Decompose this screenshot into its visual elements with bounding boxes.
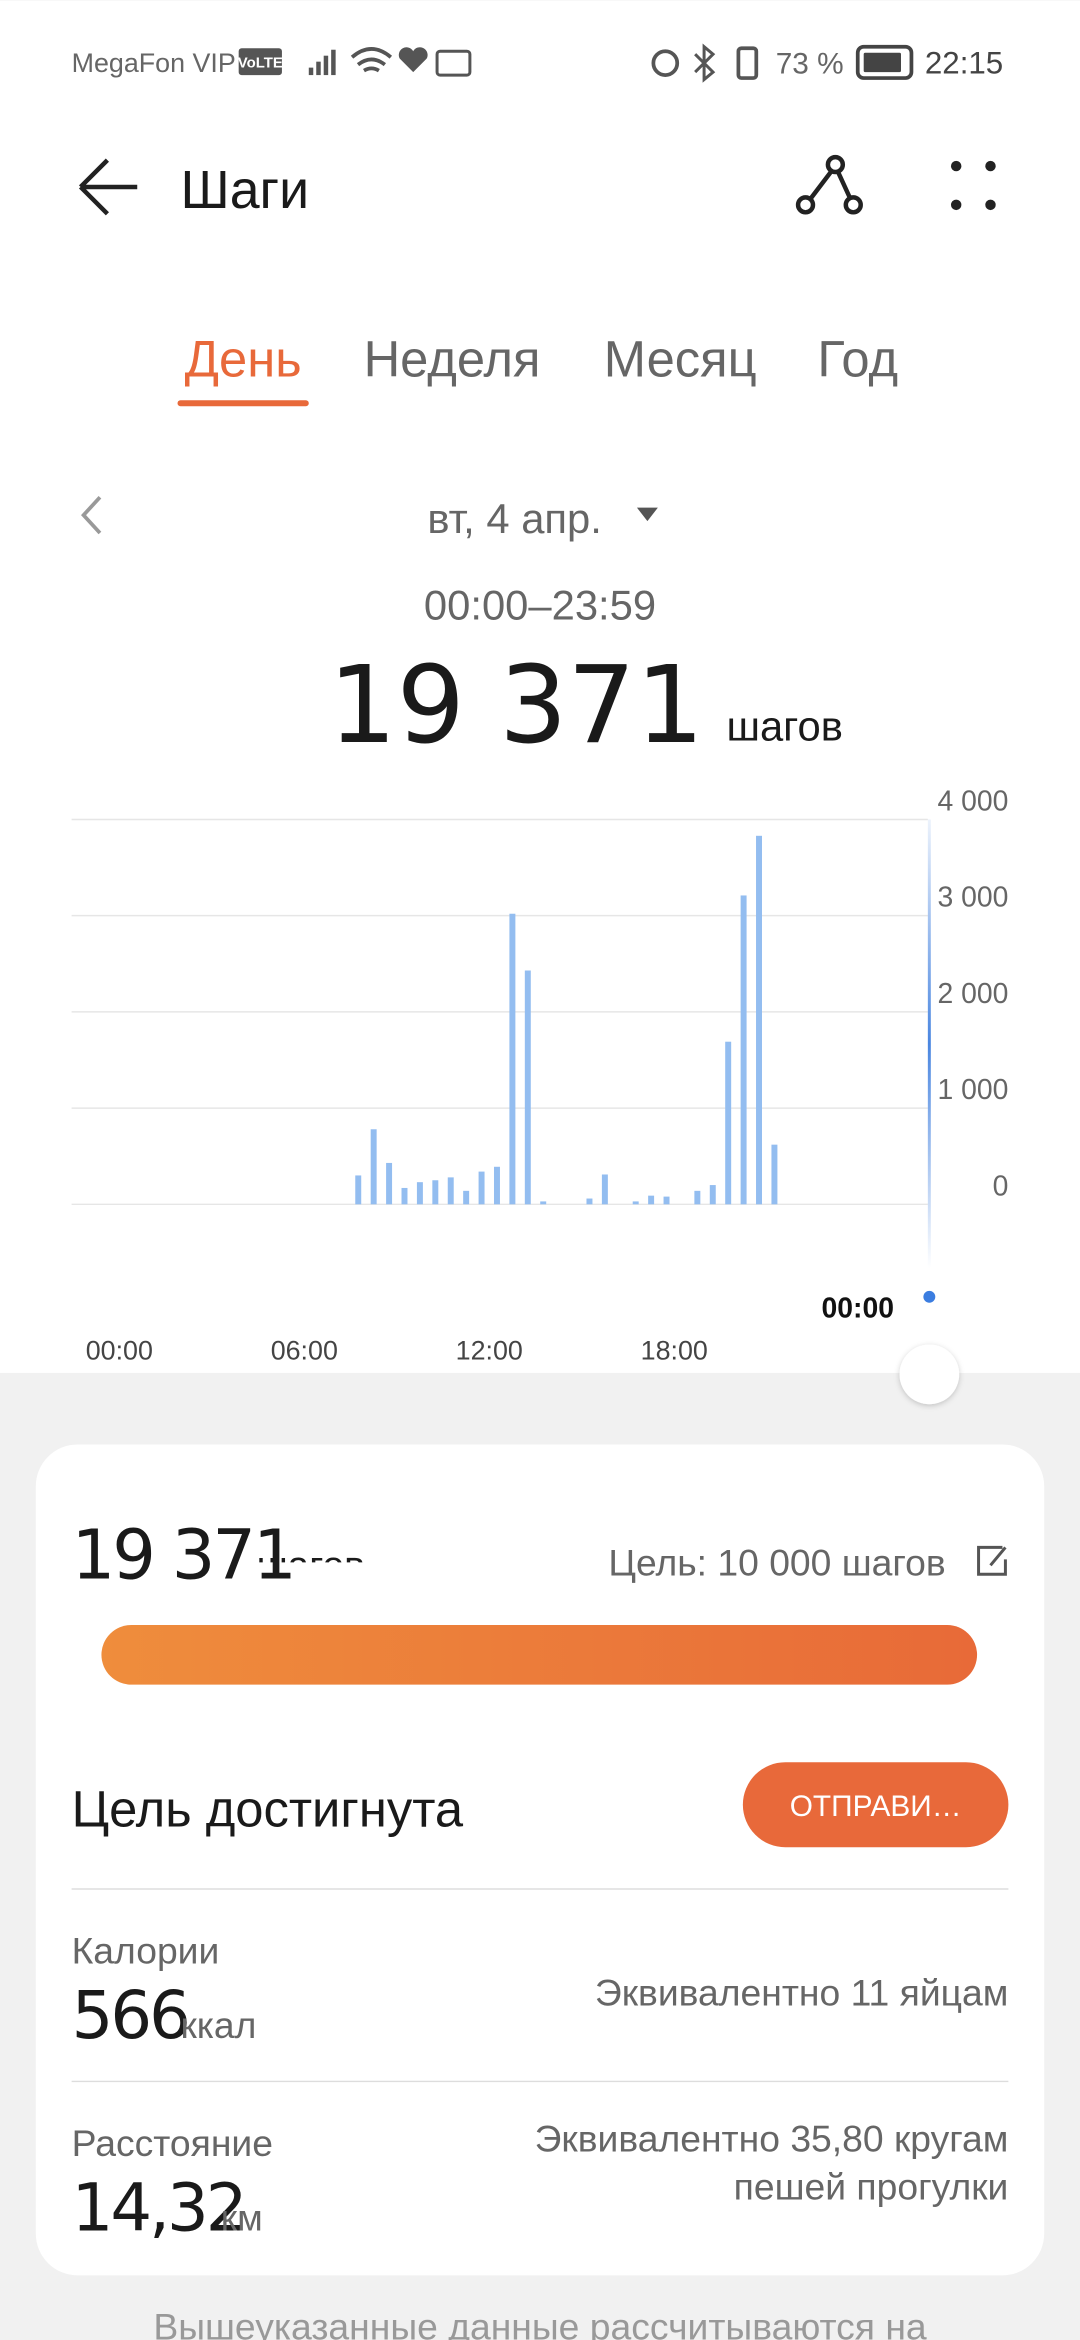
vibrate-icon xyxy=(736,46,759,80)
signal-icon xyxy=(308,49,336,76)
page-title: Шаги xyxy=(180,160,309,220)
back-button[interactable] xyxy=(78,158,138,216)
time-range: 00:00–23:59 xyxy=(424,582,656,629)
battery-level xyxy=(863,52,901,73)
bar xyxy=(540,1201,547,1205)
bar xyxy=(725,1041,732,1205)
bar xyxy=(648,1195,655,1205)
bluetooth-icon xyxy=(694,43,716,83)
bar xyxy=(370,1129,377,1205)
y-tick-label: 4 000 xyxy=(938,785,1009,817)
goal-status: Цель достигнута xyxy=(72,1780,464,1837)
top-bg xyxy=(0,0,1080,1373)
volte-badge xyxy=(238,48,282,76)
bar xyxy=(509,913,516,1205)
route-button[interactable] xyxy=(795,154,863,215)
progress-bar xyxy=(101,1624,978,1685)
calories-value: 566 xyxy=(72,1978,188,2054)
bar xyxy=(447,1177,454,1205)
prev-day[interactable] xyxy=(81,495,102,535)
tab[interactable]: День xyxy=(185,330,302,387)
date[interactable]: вт, 4 апр. xyxy=(427,495,601,542)
calories-unit: ккал xyxy=(180,2004,256,2046)
bar xyxy=(463,1190,470,1205)
y-tick-label: 3 000 xyxy=(938,882,1009,914)
tab[interactable]: Месяц xyxy=(604,330,757,387)
footer-note: Вышеуказанные данные рассчитываются на xyxy=(153,2306,927,2340)
share-button-label: ОТПРАВИ… xyxy=(790,1790,962,1823)
bar xyxy=(663,1196,670,1205)
selection-dot xyxy=(923,1290,936,1303)
x-tick-label: 12:00 xyxy=(456,1335,523,1365)
y-tick-label: 2 000 xyxy=(938,978,1009,1010)
x-tick-label: 18:00 xyxy=(641,1335,708,1365)
bar xyxy=(694,1190,701,1205)
health-icon xyxy=(398,47,428,73)
distance-equivalent: пешей прогулки xyxy=(734,2165,1009,2207)
selection-line xyxy=(927,819,931,1269)
distance-value: 14,32 xyxy=(72,2171,245,2247)
battery-icon xyxy=(855,44,914,80)
alarm-icon xyxy=(651,49,680,77)
y-tick-label: 0 xyxy=(993,1170,1009,1202)
bar xyxy=(601,1174,608,1205)
distance-label: Расстояние xyxy=(72,2122,273,2164)
bar xyxy=(524,970,531,1205)
selection-label: 00:00 xyxy=(822,1293,894,1325)
bar xyxy=(478,1171,485,1205)
bar xyxy=(709,1185,716,1205)
y-tick-label: 1 000 xyxy=(938,1074,1009,1106)
distance-equivalent: Эквивалентно 35,80 кругам xyxy=(535,2118,1009,2160)
x-tick-label: 00:00 xyxy=(86,1335,153,1365)
clock: 22:15 xyxy=(925,46,1003,81)
bar xyxy=(416,1182,423,1205)
more-button[interactable] xyxy=(950,160,996,211)
bar xyxy=(771,1144,778,1205)
distance-unit: км xyxy=(221,2197,263,2239)
bar xyxy=(493,1166,500,1205)
wifi-icon xyxy=(350,47,393,73)
card-steps-unit: шагов xyxy=(257,1545,365,1588)
bar xyxy=(386,1162,393,1205)
bar xyxy=(355,1175,362,1205)
volte: VoLTE xyxy=(238,56,283,72)
bar xyxy=(632,1201,639,1205)
slider-knob[interactable] xyxy=(899,1344,960,1405)
chart: 0 1 000 2 000 3 000 4 000 00:00 06:00 12:00 18:0… xyxy=(71,785,1009,1365)
total-steps: 19 371 xyxy=(328,643,704,768)
share-button[interactable] xyxy=(742,1762,1009,1848)
x-tick-label: 06:00 xyxy=(271,1335,338,1365)
battery-percent: 73 % xyxy=(776,48,844,81)
bar xyxy=(586,1198,593,1205)
card-steps: 19 371 xyxy=(72,1516,294,1596)
tab-indicator xyxy=(177,400,309,407)
edit-goal[interactable] xyxy=(977,1545,1007,1576)
calories-label: Калории xyxy=(72,1930,220,1972)
radio-icon xyxy=(435,49,472,77)
goal: Цель: 10 000 шагов xyxy=(608,1542,945,1584)
tab[interactable]: Год xyxy=(817,330,898,387)
bar xyxy=(401,1187,408,1205)
total-unit: шагов xyxy=(726,702,842,749)
bar xyxy=(432,1180,439,1205)
calories-equivalent: Эквивалентно 11 яйцам xyxy=(595,1971,1008,2013)
bar xyxy=(740,895,747,1205)
date-dropdown[interactable] xyxy=(636,507,658,522)
bar xyxy=(756,835,762,1205)
tab[interactable]: Неделя xyxy=(364,330,541,387)
carrier: MegaFon VIP xyxy=(72,48,236,78)
